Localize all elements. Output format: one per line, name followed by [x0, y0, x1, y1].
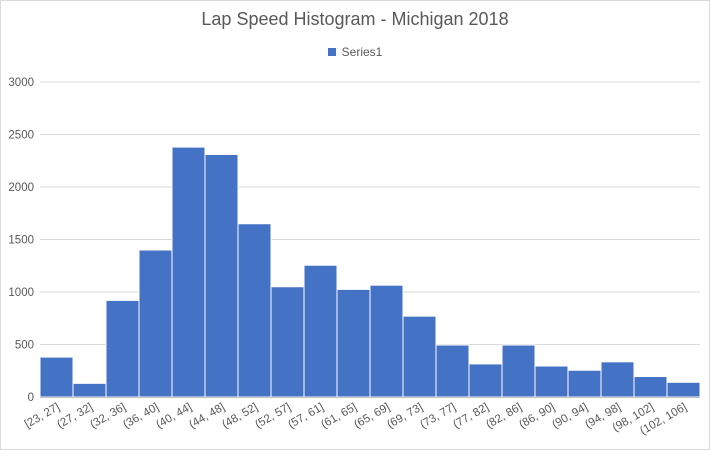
histogram-bar	[336, 288, 371, 398]
histogram-bar	[435, 344, 470, 398]
histogram-bar	[237, 223, 272, 398]
x-tick-label: (32, 36]	[88, 401, 128, 431]
chart-title: Lap Speed Histogram - Michigan 2018	[201, 9, 509, 29]
histogram-bar	[171, 146, 206, 398]
histogram-bar	[105, 299, 140, 398]
y-tick-labels: 0 500 1000 1500 2000 2500 3000	[8, 77, 34, 404]
y-tick-label: 1500	[8, 235, 34, 247]
x-tick-label: (90, 94]	[550, 401, 590, 431]
legend-swatch	[327, 48, 336, 56]
x-tick-label: (44, 48]	[187, 401, 227, 431]
x-tick-label: (40, 44]	[154, 401, 194, 431]
x-tick-label: (86, 90]	[517, 401, 557, 431]
x-tick-label: (61, 65]	[319, 401, 359, 431]
x-tick-label: (52, 57]	[253, 401, 293, 431]
y-tick-label: 1000	[8, 287, 34, 299]
histogram-bar	[72, 382, 107, 398]
x-tick-label: (77, 82]	[451, 401, 491, 431]
bars	[39, 146, 701, 398]
y-tick-label: 2500	[8, 130, 34, 142]
histogram-bar	[666, 381, 701, 398]
legend: Series1	[1, 45, 709, 59]
histogram-bar	[567, 369, 602, 398]
histogram-bar	[534, 365, 569, 398]
x-tick-label: (57, 61]	[286, 401, 326, 431]
histogram-bar	[369, 284, 404, 398]
y-tick-label: 500	[15, 340, 34, 352]
y-tick-label: 3000	[8, 77, 34, 89]
x-tick-label: (82, 86]	[484, 401, 524, 431]
x-tick-labels: [23, 27](27, 32](32, 36](36, 40](40, 44]…	[23, 401, 689, 437]
histogram-bar	[633, 376, 668, 398]
x-tick-label: (27, 32]	[55, 401, 95, 431]
x-tick-label: (73, 77]	[418, 401, 458, 431]
y-tick-label: 2000	[8, 182, 34, 194]
x-tick-label: (69, 73]	[385, 401, 425, 431]
histogram-bar	[402, 315, 437, 398]
histogram-bar	[468, 363, 503, 398]
histogram-bar	[303, 264, 338, 398]
histogram-bar	[501, 344, 536, 398]
x-tick-label: (65, 69]	[352, 401, 392, 431]
histogram-bar	[138, 249, 173, 398]
x-tick-label: (48, 52]	[220, 401, 260, 431]
x-tick-label: [23, 27]	[23, 401, 62, 431]
legend-label: Series1	[341, 45, 383, 59]
x-tick-label: (36, 40]	[121, 401, 161, 431]
histogram-bar	[39, 356, 74, 398]
histogram-bar	[270, 286, 305, 398]
histogram-bar	[600, 361, 635, 398]
histogram-bar	[204, 153, 239, 398]
y-tick-label: 0	[28, 392, 34, 404]
